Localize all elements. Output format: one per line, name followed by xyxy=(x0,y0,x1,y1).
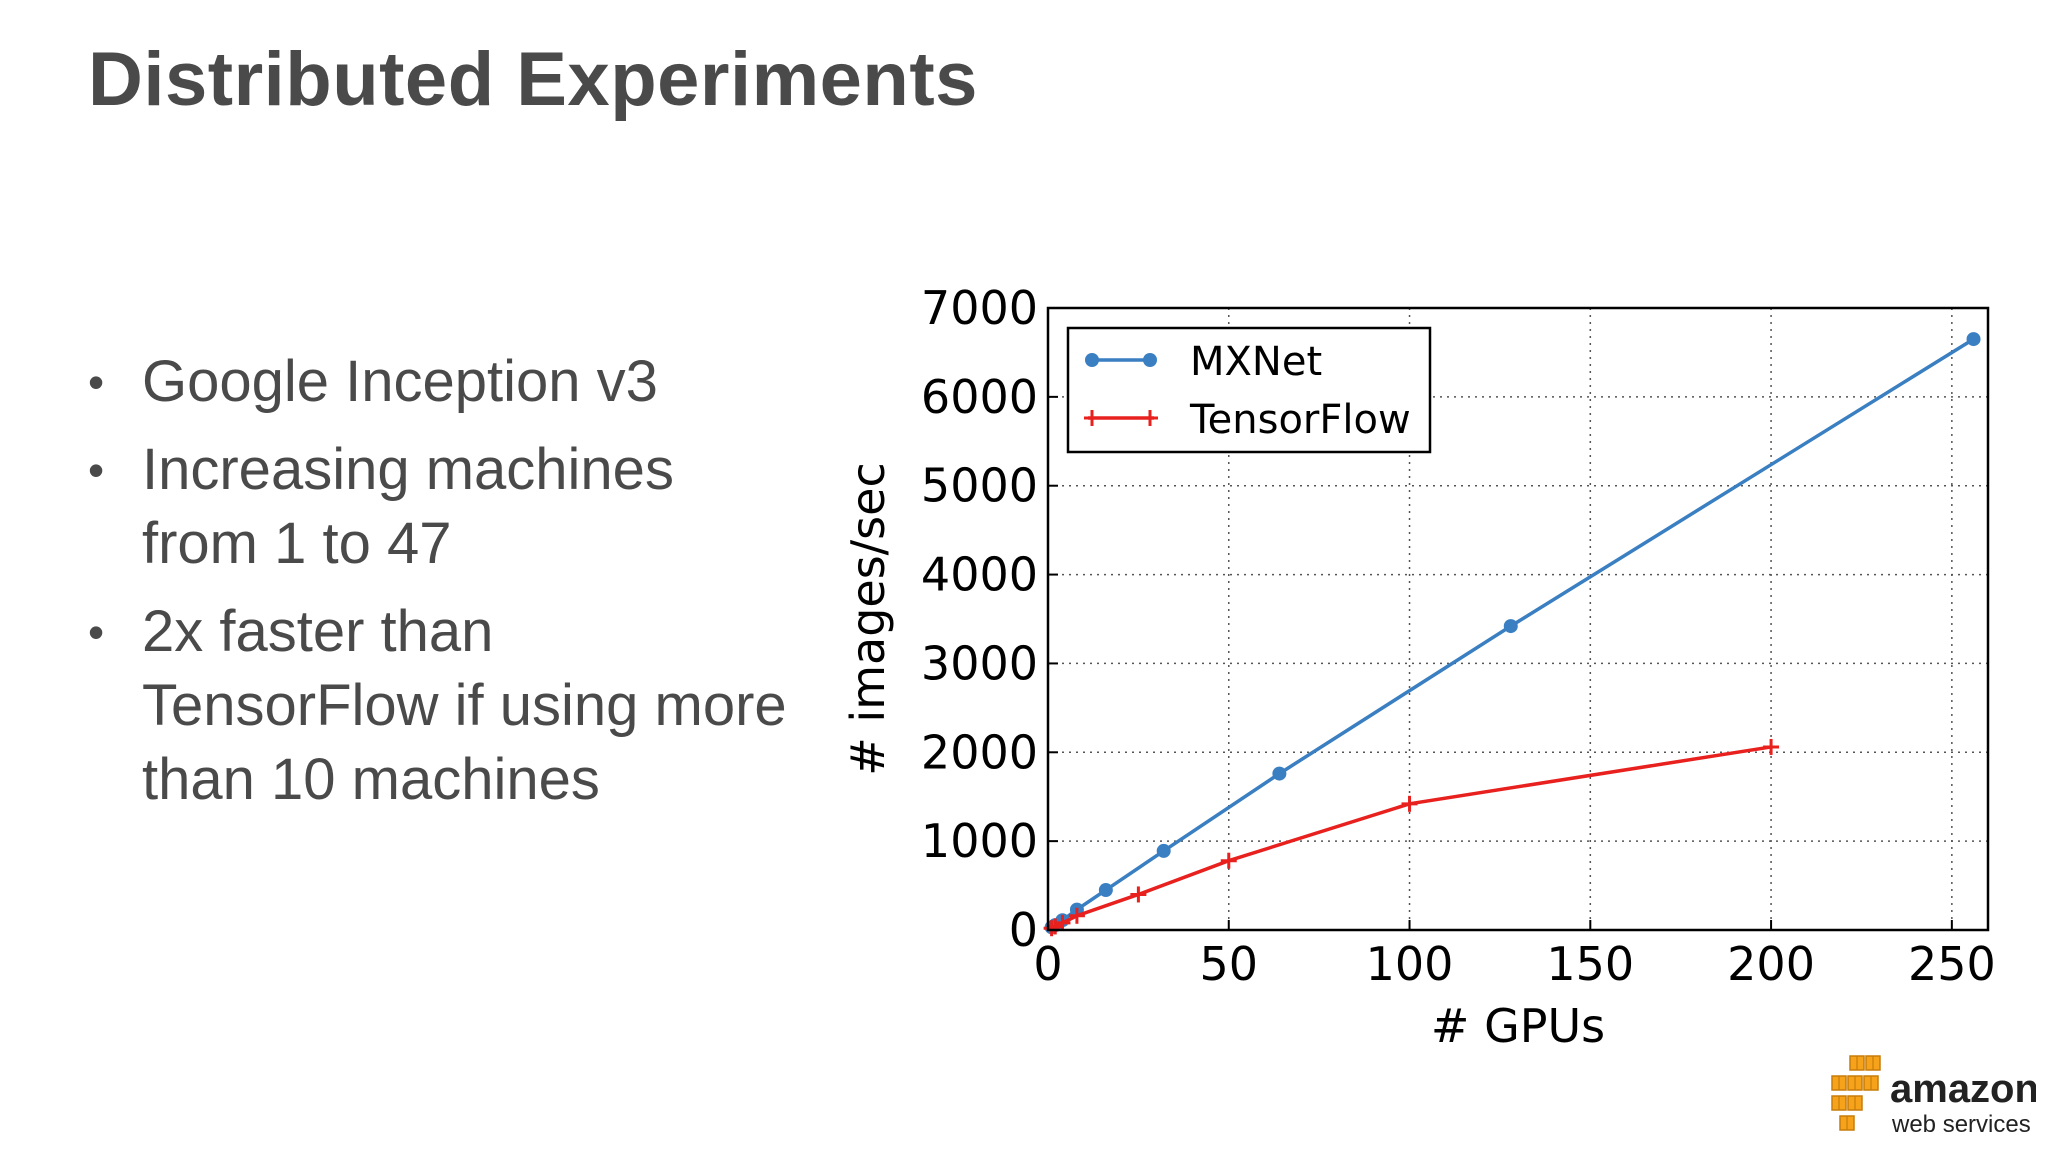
bullet-item: Increasing machines from 1 to 47 xyxy=(88,433,788,581)
data-point xyxy=(1966,332,1981,347)
data-point xyxy=(1142,410,1158,426)
data-point xyxy=(1068,907,1085,924)
series-tensorflow xyxy=(1043,738,1780,937)
x-tick-label: 100 xyxy=(1366,937,1454,991)
data-point xyxy=(1043,920,1060,937)
plot-frame xyxy=(1046,306,1990,932)
data-point xyxy=(1054,914,1071,931)
aws-cubes-icon xyxy=(1831,1055,1881,1131)
data-point xyxy=(1156,843,1171,858)
legend-item: TensorFlow xyxy=(1084,397,1411,443)
x-tick-label: 200 xyxy=(1727,937,1815,991)
y-axis-label: # images/sec xyxy=(841,462,895,775)
slide-title: Distributed Experiments xyxy=(88,37,978,122)
data-point xyxy=(1143,353,1157,367)
bullet-item: 2x faster than TensorFlow if using more … xyxy=(88,595,788,817)
throughput-chart: 0 1000 2000 3000 4000 5000 6000 7000 0 50 100 150 20… xyxy=(841,281,1996,1053)
y-tick-label: 0 xyxy=(1009,903,1038,957)
legend-label: TensorFlow xyxy=(1189,397,1411,443)
chart-ticks: 0 1000 2000 3000 4000 5000 6000 7000 0 50 100 150 20… xyxy=(921,281,1996,991)
y-tick-label: 7000 xyxy=(921,281,1038,335)
x-axis-label: # GPUs xyxy=(1431,999,1605,1053)
aws-logo-amazon: amazon xyxy=(1890,1067,2036,1111)
legend-item: MXNet xyxy=(1085,339,1322,385)
data-point xyxy=(1130,886,1147,903)
legend-box xyxy=(1066,326,1432,454)
y-tick-label: 2000 xyxy=(921,725,1038,779)
data-point xyxy=(1085,353,1099,367)
aws-logo: amazon web services xyxy=(1831,1055,2036,1138)
bullet-item: Google Inception v3 xyxy=(88,345,788,419)
data-point xyxy=(1098,883,1113,898)
y-tick-label: 1000 xyxy=(921,814,1038,868)
data-point xyxy=(1220,852,1237,869)
data-point xyxy=(1047,918,1064,935)
data-point xyxy=(1084,410,1100,426)
aws-logo-webservices: web services xyxy=(1891,1111,2031,1138)
x-tick-label: 250 xyxy=(1908,937,1996,991)
y-tick-label: 6000 xyxy=(921,370,1038,424)
x-tick-label: 50 xyxy=(1199,937,1258,991)
bullet-list: Google Inception v3 Increasing machines … xyxy=(88,345,788,831)
data-point xyxy=(1503,619,1518,634)
y-tick-label: 5000 xyxy=(921,459,1038,513)
data-point xyxy=(1401,795,1418,812)
series-line xyxy=(1050,745,1772,930)
x-tick-label: 150 xyxy=(1546,937,1634,991)
data-point xyxy=(1763,738,1780,755)
chart-series xyxy=(1043,332,1981,937)
legend-label: MXNet xyxy=(1190,339,1322,385)
y-tick-label: 3000 xyxy=(921,636,1038,690)
chart-legend: MXNet TensorFlow xyxy=(1066,326,1432,454)
x-tick-label: 0 xyxy=(1033,937,1062,991)
y-tick-label: 4000 xyxy=(921,548,1038,602)
data-point xyxy=(1272,766,1287,781)
